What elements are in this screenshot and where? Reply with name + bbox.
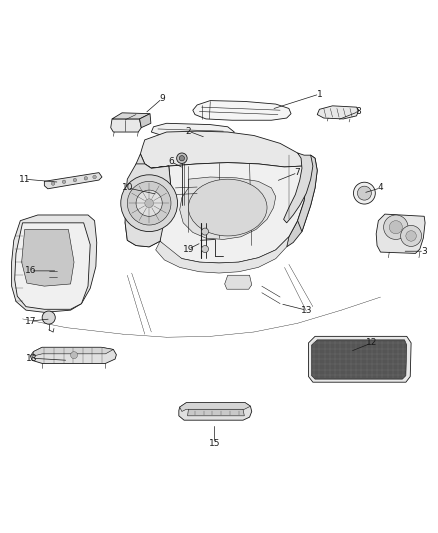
Polygon shape bbox=[376, 214, 425, 253]
Polygon shape bbox=[179, 403, 252, 420]
Circle shape bbox=[71, 352, 78, 359]
Polygon shape bbox=[140, 114, 151, 128]
Polygon shape bbox=[111, 119, 141, 132]
Circle shape bbox=[145, 199, 153, 207]
Text: 17: 17 bbox=[25, 317, 36, 326]
Polygon shape bbox=[112, 113, 150, 119]
Text: 4: 4 bbox=[378, 183, 383, 192]
Circle shape bbox=[406, 231, 417, 241]
Circle shape bbox=[51, 182, 55, 185]
Circle shape bbox=[177, 153, 187, 164]
Text: 9: 9 bbox=[159, 94, 165, 103]
Polygon shape bbox=[30, 348, 117, 364]
Circle shape bbox=[401, 225, 422, 246]
Circle shape bbox=[84, 176, 88, 180]
Polygon shape bbox=[44, 173, 102, 189]
Polygon shape bbox=[180, 403, 251, 411]
Text: 3: 3 bbox=[421, 247, 427, 256]
Polygon shape bbox=[151, 123, 234, 138]
Circle shape bbox=[42, 311, 55, 324]
Polygon shape bbox=[33, 348, 113, 356]
Circle shape bbox=[357, 186, 371, 200]
Polygon shape bbox=[317, 106, 359, 119]
Circle shape bbox=[201, 246, 208, 253]
Polygon shape bbox=[155, 237, 289, 273]
Polygon shape bbox=[21, 229, 74, 286]
Polygon shape bbox=[14, 223, 90, 309]
Polygon shape bbox=[125, 154, 171, 247]
Polygon shape bbox=[187, 409, 244, 416]
Polygon shape bbox=[193, 101, 291, 120]
Text: 11: 11 bbox=[19, 175, 31, 184]
Circle shape bbox=[93, 175, 96, 179]
Polygon shape bbox=[141, 131, 306, 168]
Polygon shape bbox=[284, 153, 313, 223]
Ellipse shape bbox=[188, 179, 267, 236]
Polygon shape bbox=[287, 155, 317, 247]
Polygon shape bbox=[297, 155, 317, 231]
Text: 13: 13 bbox=[300, 305, 312, 314]
Text: 6: 6 bbox=[168, 157, 174, 166]
Polygon shape bbox=[225, 275, 252, 289]
Polygon shape bbox=[12, 215, 97, 312]
Text: 19: 19 bbox=[183, 245, 194, 254]
Polygon shape bbox=[151, 161, 306, 263]
Text: 1: 1 bbox=[317, 90, 322, 99]
Text: 10: 10 bbox=[122, 183, 133, 192]
Text: 12: 12 bbox=[366, 338, 378, 348]
Circle shape bbox=[201, 228, 208, 235]
Text: 18: 18 bbox=[25, 354, 37, 362]
Circle shape bbox=[121, 175, 177, 231]
Polygon shape bbox=[308, 336, 411, 382]
Text: 15: 15 bbox=[209, 439, 220, 448]
Text: 8: 8 bbox=[356, 107, 362, 116]
Circle shape bbox=[136, 190, 162, 216]
Text: 16: 16 bbox=[25, 266, 36, 276]
Circle shape bbox=[384, 215, 408, 239]
Polygon shape bbox=[125, 164, 171, 247]
Circle shape bbox=[179, 156, 184, 161]
Circle shape bbox=[353, 182, 375, 204]
Polygon shape bbox=[311, 340, 407, 379]
Text: 7: 7 bbox=[295, 168, 300, 177]
Circle shape bbox=[73, 179, 77, 182]
Circle shape bbox=[389, 221, 403, 234]
Circle shape bbox=[62, 180, 66, 183]
Circle shape bbox=[127, 181, 171, 225]
Text: 2: 2 bbox=[186, 127, 191, 136]
Polygon shape bbox=[180, 177, 276, 239]
